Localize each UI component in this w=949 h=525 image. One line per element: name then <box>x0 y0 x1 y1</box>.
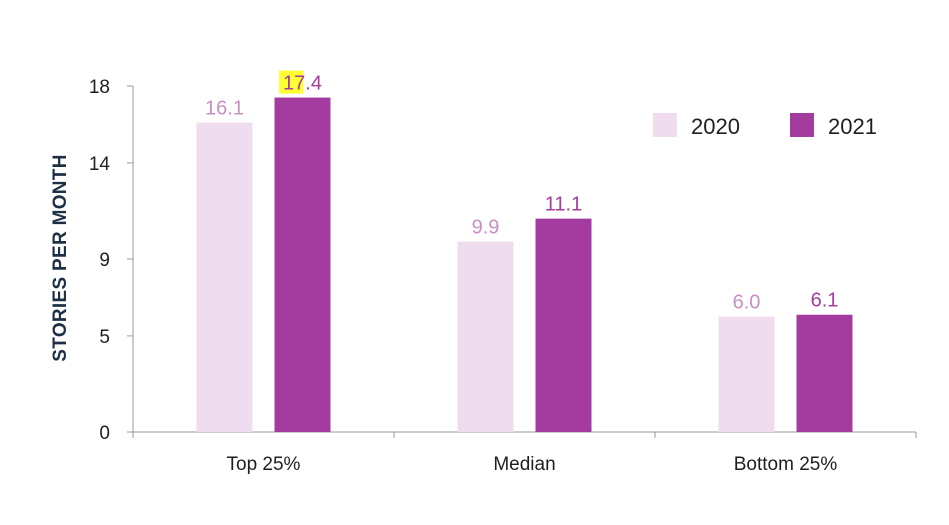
bar-2020-bottom-25 <box>718 316 775 432</box>
legend-label-2021: 2021 <box>828 114 877 139</box>
bar-2021-median <box>535 218 592 432</box>
bar-2021-top-25 <box>274 97 331 433</box>
bar-2021-bottom-25 <box>796 314 853 432</box>
data-label: 6.1 <box>811 290 839 312</box>
data-label: 16.1 <box>205 98 244 120</box>
y-tick-label: 5 <box>99 327 110 348</box>
category-label: Top 25% <box>227 454 301 475</box>
data-label: 9.9 <box>472 217 500 239</box>
data-label: 6.0 <box>733 292 761 314</box>
legend-swatch-2021 <box>790 113 814 137</box>
highlight-mark <box>279 70 304 94</box>
data-label: 11.1 <box>545 194 582 216</box>
y-tick-label: 18 <box>89 77 110 98</box>
legend-label-2020: 2020 <box>691 114 740 139</box>
legend-swatch-2020 <box>653 113 677 137</box>
bar-2020-median <box>457 241 514 432</box>
y-tick-label: 0 <box>99 423 110 444</box>
y-tick-label: 14 <box>89 154 111 175</box>
category-label: Bottom 25% <box>734 454 838 475</box>
data-label: 17.4 <box>283 73 322 95</box>
category-label: Median <box>493 454 555 475</box>
bar-2020-top-25 <box>196 122 253 433</box>
y-axis-label: STORIES PER MONTH <box>50 154 71 361</box>
y-tick-label: 9 <box>99 250 110 271</box>
